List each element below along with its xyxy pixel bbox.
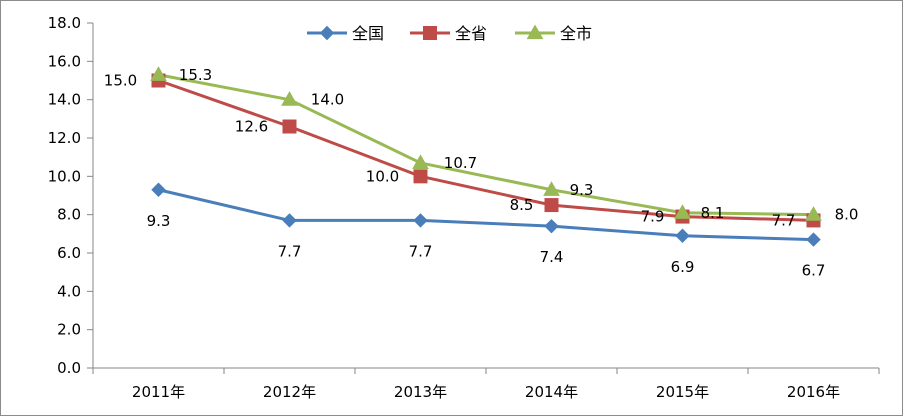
series-line-2 — [158, 79, 814, 222]
series-lines — [158, 73, 814, 242]
data-label: 7.7 — [278, 242, 302, 260]
data-label: 8.0 — [835, 206, 859, 224]
data-label: 9.3 — [570, 181, 594, 199]
data-label: 15.3 — [179, 66, 212, 84]
data-point-marker — [674, 204, 691, 219]
data-label: 14.0 — [311, 91, 344, 109]
data-label: 7.9 — [641, 208, 665, 226]
legend-label: 全省 — [455, 24, 487, 43]
x-tick-label: 2011年 — [132, 383, 185, 401]
data-label: 8.1 — [701, 204, 725, 222]
data-point-marker — [806, 232, 821, 247]
series-line-1 — [158, 188, 814, 242]
y-tick-label: 16.0 — [48, 52, 81, 70]
data-point-marker — [282, 213, 297, 228]
data-point-marker — [412, 154, 429, 170]
data-point-marker — [544, 198, 559, 213]
data-label: 7.7 — [772, 211, 796, 229]
data-label: 10.7 — [444, 154, 477, 172]
legend-swatch-marker — [319, 25, 335, 41]
legend: 全国 全省 全市 — [307, 24, 592, 43]
x-tick-label: 2015年 — [656, 383, 709, 401]
data-labels: 9.3 7.7 7.7 7.4 6.9 6.7 15.0 12.6 10.0 8.5 7.9 7.7 1… — [104, 66, 859, 280]
legend-swatch-marker — [423, 26, 437, 40]
data-point-marker — [544, 218, 559, 234]
y-tick-label: 14.0 — [48, 91, 81, 109]
data-point-marker — [282, 119, 297, 134]
y-tick-label: 2.0 — [57, 321, 81, 339]
legend-swatch-marker — [526, 24, 544, 40]
data-label: 8.5 — [510, 196, 534, 214]
data-point-marker — [413, 213, 428, 228]
y-tick-label: 8.0 — [57, 206, 81, 224]
data-label: 10.0 — [366, 167, 399, 185]
y-tick-label: 6.0 — [57, 244, 81, 262]
y-tick-label: 0.0 — [57, 359, 81, 377]
data-label: 7.7 — [409, 242, 433, 260]
x-tick-label: 2014年 — [525, 383, 578, 401]
data-point-marker — [543, 181, 560, 196]
legend-label: 全国 — [352, 24, 384, 43]
data-point-marker — [675, 228, 690, 243]
axes: 0.0 2.0 4.0 6.0 8.0 10.0 12.0 14.0 16.0 18.0 2011年… — [48, 14, 880, 401]
y-tick-label: 4.0 — [57, 282, 81, 300]
series-line-3 — [158, 73, 814, 217]
data-point-marker — [150, 66, 167, 81]
data-label: 15.0 — [104, 72, 137, 90]
x-tick-label: 2013年 — [394, 383, 447, 401]
data-point-marker — [281, 91, 298, 106]
y-tick-label: 10.0 — [48, 167, 81, 185]
y-tick-label: 18.0 — [48, 14, 81, 32]
y-tick-label: 12.0 — [48, 129, 81, 147]
x-tick-label: 2016年 — [787, 383, 840, 401]
data-label: 7.4 — [540, 248, 564, 266]
data-point-marker — [805, 206, 822, 221]
data-point-marker — [151, 182, 166, 197]
data-label: 12.6 — [235, 118, 268, 136]
data-label: 6.9 — [671, 258, 695, 276]
series-markers — [150, 66, 822, 247]
data-point-marker — [413, 169, 428, 184]
data-label: 9.3 — [147, 212, 171, 230]
x-tick-label: 2012年 — [263, 383, 316, 401]
data-label: 6.7 — [802, 262, 826, 280]
legend-label: 全市 — [560, 24, 592, 43]
